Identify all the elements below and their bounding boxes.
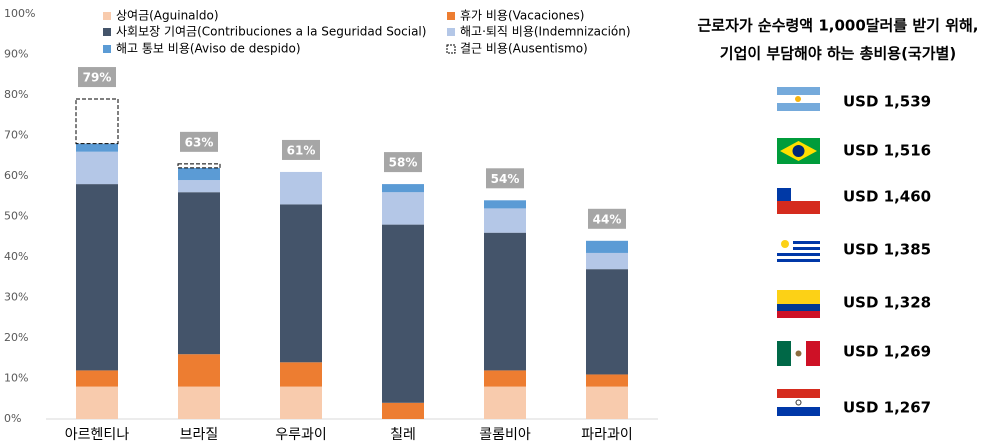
x-tick-label: 브라질 (180, 427, 219, 443)
legend-swatch (103, 45, 111, 53)
legend-label: 사회보장 기여금(Contribuciones a la Seguridad S… (116, 25, 426, 39)
y-tick-label: 100% (4, 7, 35, 20)
y-tick-label: 60% (4, 169, 28, 182)
bar-segment (280, 362, 322, 387)
bar-segment (178, 180, 220, 193)
legend-label: 해고 통보 비용(Aviso de despido) (116, 42, 301, 56)
total-label-box (486, 168, 524, 189)
legend-swatch (447, 28, 455, 36)
bar-segment (76, 386, 118, 419)
total-label-box (588, 208, 626, 229)
bar-segment (178, 386, 220, 419)
legend-label: 상여금(Aguinaldo) (116, 9, 219, 23)
cost-value: USD 1,269 (843, 343, 931, 361)
bar-segment (586, 269, 628, 375)
panel-title: 기업이 부담해야 하는 총비용(국가별) (720, 45, 956, 63)
bar-segment (484, 386, 526, 419)
cost-value: USD 1,539 (843, 93, 931, 111)
legend-label: 결근 비용(Ausentismo) (460, 42, 588, 56)
total-label-box (282, 139, 320, 160)
bar-segment (586, 374, 628, 387)
total-label-box (78, 67, 116, 88)
legend-swatch (103, 12, 111, 20)
total-label: 63% (185, 135, 214, 149)
legend-swatch (447, 12, 455, 20)
total-label: 54% (491, 172, 520, 186)
x-tick-label: 우루과이 (275, 427, 327, 443)
y-tick-label: 80% (4, 88, 28, 101)
bar-segment (586, 386, 628, 419)
bar-segment (280, 204, 322, 363)
bar-segment (382, 184, 424, 193)
y-tick-label: 50% (4, 210, 28, 223)
bar-segment (382, 224, 424, 403)
x-tick-label: 칠레 (390, 427, 416, 443)
panel-title: 근로자가 순수령액 1,000달러를 받기 위해, (697, 17, 978, 35)
total-label-box (384, 152, 422, 173)
bar-segment (280, 171, 322, 205)
bar-segment (76, 143, 118, 152)
x-tick-label: 아르헨티나 (65, 427, 130, 443)
bar-segment (178, 192, 220, 355)
y-tick-label: 20% (4, 331, 28, 344)
total-label: 58% (389, 156, 418, 170)
x-tick-label: 파라과이 (581, 427, 633, 443)
bar-segment (177, 163, 221, 169)
bar-segment (382, 402, 424, 419)
legend-swatch (446, 44, 456, 54)
cost-value: USD 1,328 (843, 294, 931, 312)
bar-segment (76, 184, 118, 371)
x-tick-label: 콜롬비아 (479, 427, 531, 443)
y-tick-label: 40% (4, 250, 28, 263)
total-label: 79% (83, 71, 112, 85)
bar-segment (178, 354, 220, 387)
y-tick-label: 70% (4, 129, 28, 142)
bar-segment (76, 370, 118, 387)
cost-value: USD 1,460 (843, 188, 931, 206)
cost-value: USD 1,516 (843, 142, 931, 160)
bar-segment (484, 200, 526, 209)
cost-value: USD 1,267 (843, 399, 931, 417)
bar-segment (75, 98, 119, 145)
total-label-box (180, 131, 218, 152)
legend-label: 해고·퇴직 비용(Indemnización) (460, 25, 631, 39)
bar-segment (484, 232, 526, 371)
flags (777, 87, 820, 416)
bar-segment (76, 151, 118, 185)
bar-segment (280, 386, 322, 419)
total-label: 61% (287, 143, 316, 157)
cost-value: USD 1,385 (843, 241, 931, 259)
bar-segment (178, 167, 220, 181)
y-tick-label: 10% (4, 372, 28, 385)
y-tick-label: 90% (4, 48, 28, 61)
bar-segment (586, 240, 628, 253)
bar-segment (382, 192, 424, 225)
y-tick-label: 30% (4, 291, 28, 304)
y-tick-label: 0% (4, 412, 21, 425)
bar-segment (484, 370, 526, 387)
total-label: 44% (593, 212, 622, 226)
bar-segment (586, 252, 628, 270)
legend-label: 휴가 비용(Vacaciones) (460, 9, 584, 23)
bar-segment (484, 208, 526, 233)
legend-swatch (103, 28, 111, 36)
